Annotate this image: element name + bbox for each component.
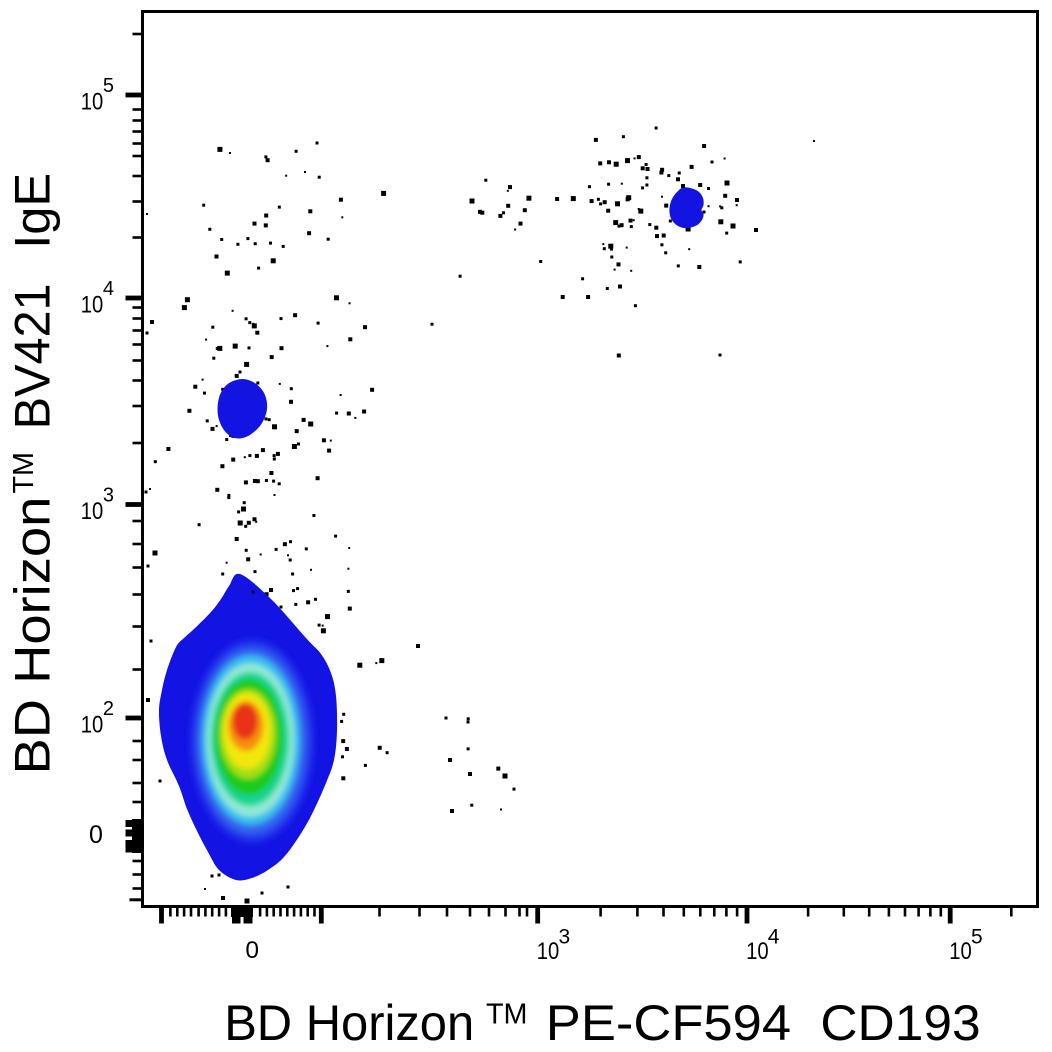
svg-text:3: 3 bbox=[103, 485, 114, 507]
svg-text:3: 3 bbox=[559, 926, 571, 949]
svg-text:0: 0 bbox=[89, 821, 103, 849]
svg-text:TM: TM bbox=[8, 452, 40, 494]
svg-text:BV421: BV421 bbox=[5, 283, 61, 429]
svg-text:10: 10 bbox=[949, 938, 972, 965]
svg-text:10: 10 bbox=[81, 712, 104, 739]
svg-text:10: 10 bbox=[81, 89, 104, 116]
svg-text:PE-CF594: PE-CF594 bbox=[546, 995, 791, 1051]
svg-text:BD Horizon: BD Horizon bbox=[224, 995, 474, 1051]
svg-text:TM: TM bbox=[486, 999, 528, 1031]
svg-text:BD Horizon: BD Horizon bbox=[5, 497, 61, 775]
svg-text:0: 0 bbox=[245, 937, 259, 964]
svg-text:CD193: CD193 bbox=[820, 995, 980, 1051]
svg-text:10: 10 bbox=[81, 292, 104, 319]
svg-text:IgE: IgE bbox=[5, 173, 61, 249]
svg-text:5: 5 bbox=[103, 75, 114, 97]
svg-text:2: 2 bbox=[103, 698, 114, 720]
svg-text:5: 5 bbox=[971, 926, 983, 949]
svg-text:4: 4 bbox=[103, 278, 114, 300]
svg-text:4: 4 bbox=[768, 926, 780, 949]
svg-text:10: 10 bbox=[537, 938, 560, 965]
svg-text:10: 10 bbox=[81, 498, 104, 525]
svg-text:10: 10 bbox=[746, 938, 769, 965]
